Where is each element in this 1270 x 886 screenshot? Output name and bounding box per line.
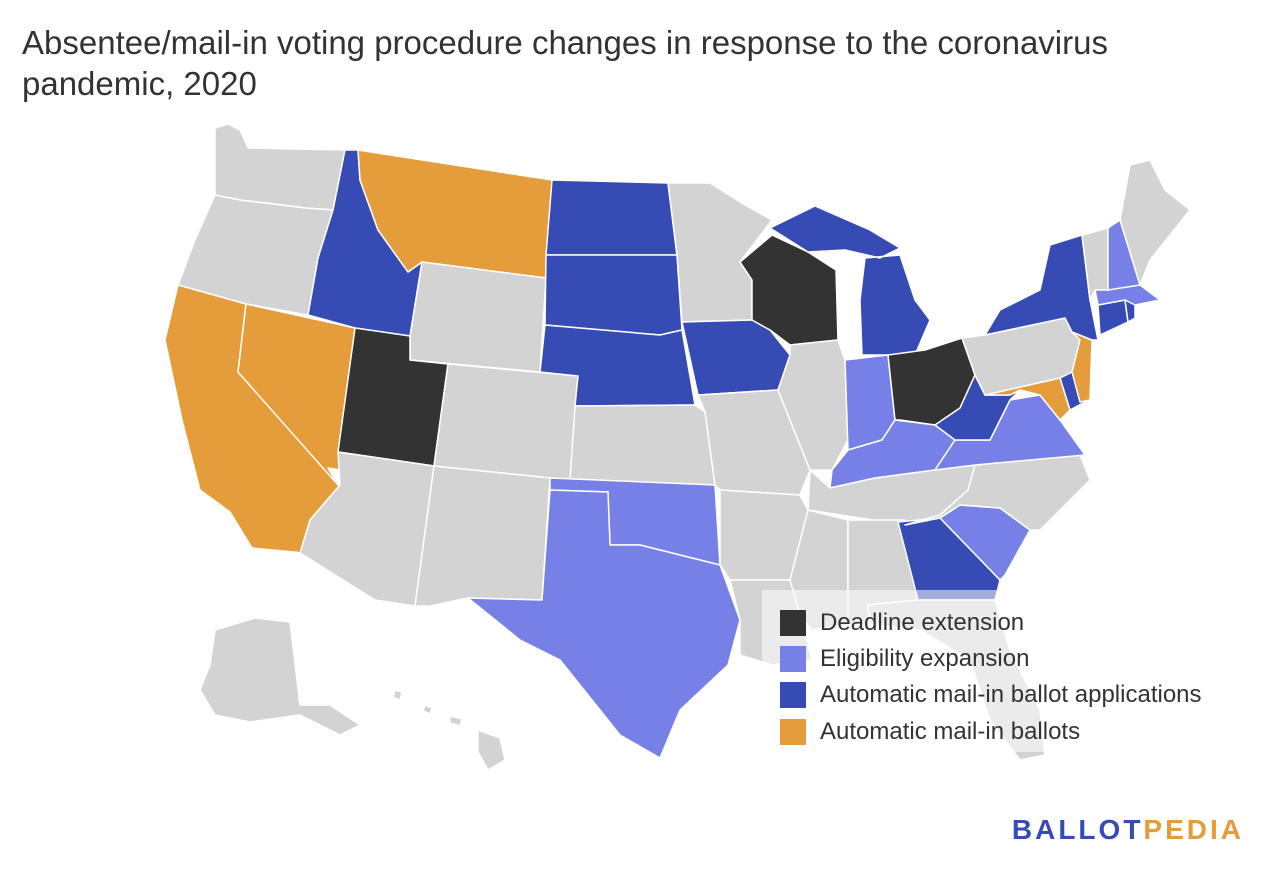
state-IL <box>777 339 849 471</box>
state-CO <box>433 363 579 481</box>
legend: Deadline extension Eligibility expansion… <box>762 590 1242 752</box>
legend-swatch-deadline <box>780 610 806 636</box>
state-CT <box>1097 299 1129 336</box>
state-SD <box>544 254 683 336</box>
state-WY <box>409 261 547 373</box>
legend-label-deadline: Deadline extension <box>820 609 1025 636</box>
legend-label-eligibility: Eligibility expansion <box>820 645 1030 672</box>
state-AK <box>199 617 361 736</box>
state-VT <box>1081 227 1109 301</box>
logo-part-pedia: PEDIA <box>1143 814 1244 845</box>
state-TX <box>467 489 741 759</box>
legend-label-ballots: Automatic mail-in ballots <box>820 718 1081 745</box>
state-WA <box>214 123 346 211</box>
legend-item-ballots: Automatic mail-in ballots <box>780 717 1080 747</box>
state-HI <box>392 689 506 771</box>
state-NC <box>904 454 1091 531</box>
legend-item-eligibility: Eligibility expansion <box>780 644 1029 674</box>
ballotpedia-logo: BALLOTPEDIA <box>1012 814 1244 846</box>
state-MI <box>769 205 931 356</box>
legend-item-applications: Automatic mail-in ballot applications <box>780 680 1202 710</box>
state-ME <box>1119 159 1191 286</box>
state-KS <box>569 404 716 486</box>
map-title: Absentee/mail-in voting procedure change… <box>22 24 1108 102</box>
legend-label-applications: Automatic mail-in ballot applications <box>820 681 1202 708</box>
legend-swatch-applications <box>780 682 806 708</box>
legend-swatch-ballots <box>780 719 806 745</box>
state-ND <box>545 179 678 256</box>
logo-part-ballot: BALLOT <box>1011 814 1144 845</box>
state-NM <box>414 465 551 607</box>
legend-swatch-eligibility <box>780 646 806 672</box>
legend-item-deadline: Deadline extension <box>780 608 1024 638</box>
